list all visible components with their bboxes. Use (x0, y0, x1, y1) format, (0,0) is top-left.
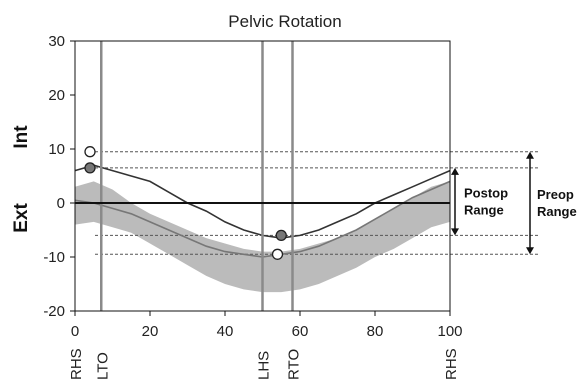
y-tick-label: 30 (48, 33, 65, 50)
x-tick-label: 80 (367, 323, 384, 340)
plot-frame (74, 40, 451, 312)
chart-title: Pelvic Rotation (228, 12, 341, 31)
y-tick-label: 20 (48, 87, 65, 104)
y-tick-label: -10 (43, 249, 65, 266)
y-label-ext: Ext (11, 203, 32, 233)
x-tick-label: 60 (292, 323, 309, 340)
range-arrow-head-down (451, 228, 459, 236)
range-label: Preop (537, 187, 574, 202)
y-label-int: Int (11, 125, 32, 149)
range-label: Range (464, 203, 504, 218)
x-tick-label: 40 (217, 323, 234, 340)
event-marker (84, 162, 96, 174)
y-tick-label: 0 (57, 195, 65, 212)
range-label: Postop (464, 186, 508, 201)
event-marker (275, 229, 287, 242)
gait-event-label: RTO (286, 349, 303, 380)
range-arrow-head-up (451, 167, 459, 175)
y-tick-label: -20 (43, 303, 65, 320)
x-tick-label: 100 (437, 323, 462, 340)
range-arrow-head-down (526, 247, 534, 255)
y-tick-label: 10 (48, 141, 65, 158)
normal-range-band (75, 181, 450, 293)
x-tick-label: 0 (71, 323, 79, 340)
range-label: Range (537, 204, 577, 219)
event-marker (271, 248, 284, 260)
gait-event-label: LTO (94, 352, 111, 380)
x-tick-label: 20 (142, 323, 159, 340)
gait-event-label: LHS (256, 351, 273, 380)
gait-event-label: RHS (68, 348, 85, 380)
gait-event-label: RHS (443, 348, 460, 380)
event-marker (84, 146, 96, 158)
range-arrow-head-up (526, 151, 534, 159)
